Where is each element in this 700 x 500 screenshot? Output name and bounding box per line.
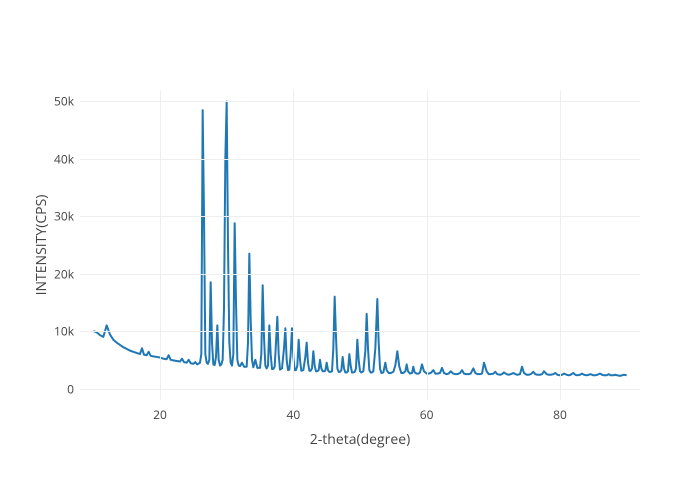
grid-line-v (560, 90, 561, 400)
grid-line-h (80, 216, 640, 217)
y-tick-label: 40k (54, 150, 74, 167)
grid-line-v (160, 90, 161, 400)
y-tick-label: 30k (54, 208, 74, 225)
plot-area (80, 90, 640, 400)
x-tick-label: 80 (553, 406, 567, 423)
y-tick-label: 0 (67, 380, 74, 397)
intensity-line (93, 101, 626, 375)
y-tick-label: 10k (54, 323, 74, 340)
grid-line-h (80, 101, 640, 102)
y-tick-label: 50k (54, 93, 74, 110)
x-tick-label: 60 (420, 406, 434, 423)
y-tick-label: 20k (54, 265, 74, 282)
grid-line-v (293, 90, 294, 400)
x-tick-label: 20 (153, 406, 167, 423)
x-tick-label: 40 (286, 406, 300, 423)
grid-line-h (80, 274, 640, 275)
y-axis-label: INTENSITY(CPS) (32, 195, 51, 296)
x-axis-label: 2-theta(degree) (310, 430, 410, 449)
data-line (80, 90, 640, 400)
grid-line-v (427, 90, 428, 400)
xrd-chart: 2-theta(degree) INTENSITY(CPS) 20 40 60 80 0… (0, 0, 700, 500)
grid-line-h (80, 389, 640, 390)
grid-line-h (80, 331, 640, 332)
grid-line-h (80, 159, 640, 160)
